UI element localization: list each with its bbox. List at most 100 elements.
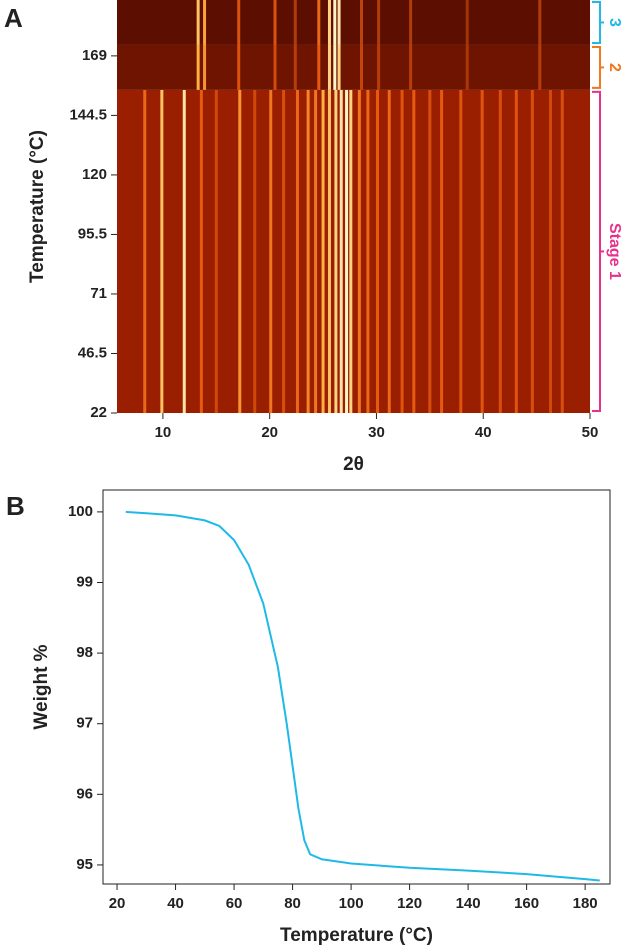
peak-line xyxy=(333,0,337,45)
peak-line xyxy=(428,89,432,413)
peak-line xyxy=(282,89,286,413)
peak-line xyxy=(333,44,337,90)
weight-curve xyxy=(125,510,600,882)
stage-bracket xyxy=(592,45,601,89)
peak-line xyxy=(548,89,552,413)
y-tick-label: 22 xyxy=(90,404,107,421)
x-tick-label: 100 xyxy=(339,895,364,912)
x-tick-label: 50 xyxy=(582,424,599,441)
x-tick-label: 30 xyxy=(368,424,385,441)
y-axis-label: Temperature (°C) xyxy=(27,130,48,283)
peak-line xyxy=(409,0,413,45)
peak-line xyxy=(377,44,381,90)
x-axis-label: 2θ xyxy=(343,454,364,475)
y-tick-label: 95 xyxy=(76,856,93,873)
peak-line xyxy=(360,44,364,90)
stage-band xyxy=(117,0,590,45)
peak-line xyxy=(530,89,534,413)
peak-line xyxy=(327,89,331,413)
peak-line xyxy=(337,0,341,45)
peak-line xyxy=(327,0,331,45)
peak-line xyxy=(366,89,370,413)
peak-line xyxy=(317,0,321,45)
stage-bracket xyxy=(592,90,601,412)
peak-line xyxy=(480,89,484,413)
x-tick-label: 160 xyxy=(514,895,539,912)
peak-line xyxy=(306,89,310,413)
stage-label: 3 xyxy=(606,18,623,27)
y-axis-label: Weight % xyxy=(31,644,52,729)
peak-line xyxy=(327,44,331,90)
peak-line xyxy=(273,44,277,90)
peak-line xyxy=(199,89,203,413)
x-tick-label: 140 xyxy=(456,895,481,912)
y-tick-label: 95.5 xyxy=(78,225,107,242)
peak-line xyxy=(349,89,353,413)
panel-label: A xyxy=(4,3,23,33)
peak-line xyxy=(203,44,207,90)
stage-bracket xyxy=(592,1,601,44)
peak-line xyxy=(538,44,542,90)
x-tick-label: 120 xyxy=(397,895,422,912)
stage-band xyxy=(117,44,590,90)
peak-line xyxy=(409,44,413,90)
peak-line xyxy=(269,89,273,413)
x-tick-label: 180 xyxy=(573,895,598,912)
y-tick-label: 98 xyxy=(76,644,93,661)
y-tick-label: 120 xyxy=(82,166,107,183)
stage-label: Stage 1 xyxy=(606,223,623,280)
y-tick-label: 144.5 xyxy=(69,106,107,123)
peak-line xyxy=(360,0,364,45)
peak-line xyxy=(143,89,147,413)
peak-line xyxy=(560,89,564,413)
peak-line xyxy=(400,89,404,413)
peak-line xyxy=(203,0,207,45)
peak-line xyxy=(314,89,318,413)
panel-label: B xyxy=(6,491,25,521)
peak-line xyxy=(459,89,463,413)
peak-line xyxy=(498,89,502,413)
peak-line xyxy=(357,89,361,413)
y-tick-label: 71 xyxy=(90,285,107,302)
peak-line xyxy=(465,44,469,90)
peak-line xyxy=(337,44,341,90)
peak-line xyxy=(538,0,542,45)
peak-line xyxy=(196,44,200,90)
peak-line xyxy=(237,0,241,45)
stage-label: 2 xyxy=(606,63,623,72)
x-tick-label: 10 xyxy=(155,424,172,441)
y-tick-label: 97 xyxy=(76,715,93,732)
peak-line xyxy=(334,89,338,413)
peak-line xyxy=(387,89,391,413)
peak-line xyxy=(253,89,257,413)
peak-line xyxy=(214,89,218,413)
peak-line xyxy=(273,0,277,45)
peak-line xyxy=(196,0,200,45)
y-tick-label: 99 xyxy=(76,573,93,590)
peak-line xyxy=(293,0,297,45)
x-tick-label: 20 xyxy=(261,424,278,441)
peak-line xyxy=(376,89,380,413)
stage-band xyxy=(117,89,590,413)
peak-line xyxy=(238,89,242,413)
peak-line xyxy=(295,89,299,413)
peak-line xyxy=(377,0,381,45)
x-tick-label: 20 xyxy=(109,895,126,912)
y-tick-label: 100 xyxy=(68,503,93,520)
x-tick-label: 40 xyxy=(167,895,184,912)
plot-frame xyxy=(102,489,611,885)
y-tick-label: 46.5 xyxy=(78,344,107,361)
x-tick-label: 80 xyxy=(284,895,301,912)
peak-line xyxy=(293,44,297,90)
y-tick-label: 169 xyxy=(82,47,107,64)
y-tick-label: 96 xyxy=(76,785,93,802)
peak-line xyxy=(160,89,164,413)
x-tick-label: 60 xyxy=(226,895,243,912)
peak-line xyxy=(237,44,241,90)
peak-line xyxy=(182,89,186,413)
x-axis-label: Temperature (°C) xyxy=(280,925,433,946)
peak-line xyxy=(321,89,325,413)
x-tick-label: 40 xyxy=(475,424,492,441)
peak-line xyxy=(514,89,518,413)
